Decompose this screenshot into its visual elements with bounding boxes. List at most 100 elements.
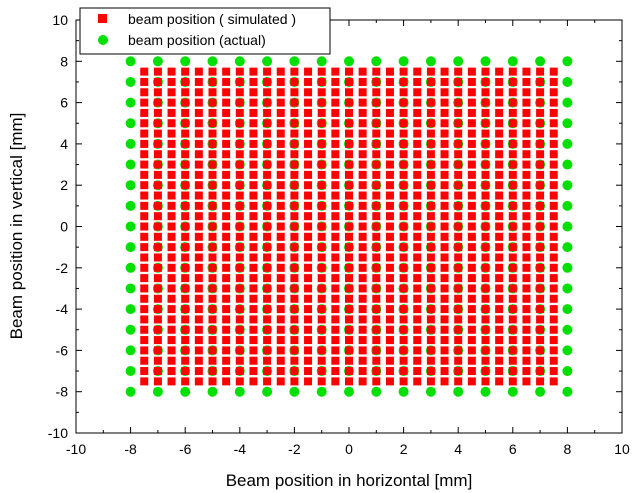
simulated-point	[345, 201, 353, 210]
simulated-point	[372, 181, 381, 190]
simulated-point	[536, 325, 545, 334]
simulated-point	[290, 284, 299, 293]
simulated-point	[372, 67, 381, 76]
simulated-point	[549, 212, 558, 221]
simulated-point	[249, 232, 258, 241]
actual-point	[562, 366, 573, 377]
simulated-point	[235, 170, 244, 179]
simulated-point	[222, 294, 231, 303]
simulated-point	[208, 253, 217, 262]
simulated-point	[536, 346, 545, 355]
simulated-point	[249, 88, 258, 97]
simulated-point	[522, 129, 531, 138]
simulated-point	[481, 212, 490, 221]
simulated-point	[549, 139, 558, 148]
simulated-point	[263, 315, 272, 324]
simulated-point	[358, 181, 367, 190]
simulated-point	[467, 356, 476, 365]
simulated-point	[399, 98, 408, 107]
simulated-point	[495, 325, 504, 334]
simulated-point	[358, 325, 367, 334]
simulated-point	[413, 170, 422, 179]
simulated-point	[358, 201, 367, 210]
simulated-point	[454, 181, 463, 190]
simulated-point	[440, 212, 449, 221]
simulated-point	[304, 284, 313, 293]
simulated-point	[194, 181, 203, 190]
simulated-point	[426, 77, 435, 86]
actual-point	[425, 56, 436, 67]
simulated-point	[508, 294, 517, 303]
simulated-point	[536, 274, 545, 283]
actual-point	[562, 242, 573, 253]
simulated-point	[276, 181, 285, 190]
simulated-point	[140, 129, 149, 138]
simulated-point	[467, 305, 476, 314]
simulated-point	[440, 356, 449, 365]
simulated-point	[249, 129, 258, 138]
simulated-point	[194, 98, 203, 107]
simulated-point	[508, 253, 517, 262]
simulated-point	[317, 356, 326, 365]
simulated-point	[263, 67, 272, 76]
simulated-point	[331, 129, 340, 138]
simulated-point	[522, 88, 531, 97]
simulated-point	[467, 294, 476, 303]
simulated-point	[536, 263, 545, 272]
simulated-point	[495, 222, 504, 231]
actual-point	[562, 345, 573, 356]
simulated-point	[372, 77, 381, 86]
y-tick-label: -4	[56, 301, 69, 317]
simulated-point	[345, 274, 353, 283]
simulated-point	[222, 170, 231, 179]
simulated-point	[276, 232, 285, 241]
simulated-point	[495, 170, 504, 179]
simulated-point	[358, 315, 367, 324]
simulated-point	[290, 232, 299, 241]
simulated-point	[276, 77, 285, 86]
simulated-point	[508, 139, 517, 148]
simulated-point	[167, 108, 176, 117]
simulated-point	[235, 201, 244, 210]
simulated-point	[549, 181, 558, 190]
simulated-point	[153, 139, 162, 148]
simulated-point	[276, 336, 285, 345]
simulated-point	[467, 212, 476, 221]
simulated-point	[290, 367, 299, 376]
simulated-point	[372, 263, 381, 272]
simulated-point	[413, 88, 422, 97]
x-axis-title: Beam position in horizontal [mm]	[226, 471, 473, 490]
simulated-point	[208, 108, 217, 117]
simulated-point	[222, 305, 231, 314]
simulated-point	[358, 253, 367, 262]
actual-point	[371, 56, 382, 67]
simulated-point	[549, 315, 558, 324]
simulated-point	[345, 325, 353, 334]
simulated-point	[358, 284, 367, 293]
simulated-point	[222, 191, 231, 200]
simulated-point	[522, 67, 531, 76]
simulated-point	[508, 243, 517, 252]
simulated-point	[426, 119, 435, 128]
simulated-point	[399, 263, 408, 272]
simulated-point	[522, 212, 531, 221]
simulated-point	[276, 150, 285, 159]
simulated-point	[536, 367, 545, 376]
x-tick-label: 4	[454, 441, 462, 457]
actual-point	[535, 386, 546, 397]
simulated-point	[358, 377, 367, 386]
simulated-point	[481, 232, 490, 241]
simulated-point	[440, 232, 449, 241]
simulated-point	[481, 377, 490, 386]
simulated-point	[481, 108, 490, 117]
simulated-point	[467, 201, 476, 210]
y-tick-label: -2	[56, 260, 69, 276]
actual-point	[125, 324, 136, 335]
simulated-point	[263, 263, 272, 272]
simulated-point	[208, 232, 217, 241]
simulated-point	[372, 88, 381, 97]
simulated-point	[345, 191, 353, 200]
actual-point	[562, 76, 573, 87]
simulated-point	[263, 77, 272, 86]
actual-point	[562, 262, 573, 273]
